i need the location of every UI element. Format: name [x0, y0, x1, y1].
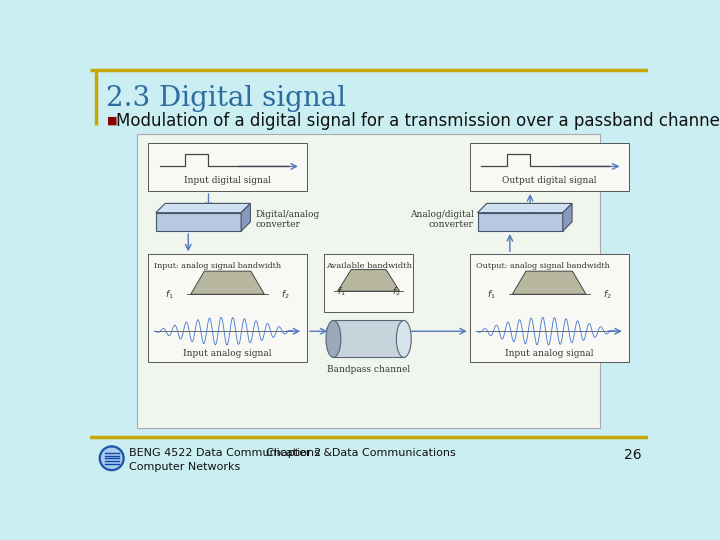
Polygon shape	[477, 204, 572, 213]
Bar	[477, 213, 563, 231]
Ellipse shape	[396, 320, 411, 357]
Bar	[469, 143, 629, 191]
Text: Analog/digital
converter: Analog/digital converter	[410, 210, 474, 230]
Ellipse shape	[326, 320, 341, 357]
Text: Modulation of a digital signal for a transmission over a passband channel: Modulation of a digital signal for a tra…	[117, 112, 720, 130]
Text: Bandpass channel: Bandpass channel	[327, 365, 410, 374]
Bar	[324, 254, 413, 312]
Polygon shape	[156, 204, 251, 213]
Text: Input analog signal: Input analog signal	[184, 349, 272, 358]
Text: Output digital signal: Output digital signal	[502, 176, 596, 185]
Circle shape	[99, 446, 124, 470]
Text: 26: 26	[624, 448, 642, 462]
Bar	[156, 213, 241, 231]
Bar	[148, 254, 307, 362]
Text: ■: ■	[107, 116, 117, 126]
Text: Digital/analog
converter: Digital/analog converter	[255, 210, 320, 230]
Text: Input digital signal: Input digital signal	[184, 176, 271, 185]
Polygon shape	[241, 204, 251, 231]
Text: BENG 4522 Data Communications &
Computer Networks: BENG 4522 Data Communications & Computer…	[129, 448, 332, 472]
Polygon shape	[338, 269, 400, 291]
Bar	[333, 320, 404, 357]
Text: Input: analog signal bandwidth: Input: analog signal bandwidth	[154, 262, 282, 270]
Text: 2.3 Digital signal: 2.3 Digital signal	[106, 85, 346, 112]
Bar	[469, 254, 629, 362]
Text: $f_2$: $f_2$	[603, 288, 611, 301]
Text: $f_2$: $f_2$	[392, 285, 400, 298]
Polygon shape	[513, 271, 586, 294]
Text: Output: analog signal bandwidth: Output: analog signal bandwidth	[476, 262, 610, 270]
Polygon shape	[191, 271, 264, 294]
Text: Chapter 2 : Data Communications: Chapter 2 : Data Communications	[266, 448, 456, 458]
Text: Input analog signal: Input analog signal	[505, 349, 593, 358]
Text: $f_1$: $f_1$	[166, 288, 174, 301]
Bar	[137, 134, 600, 428]
Text: $f_1$: $f_1$	[487, 288, 496, 301]
Polygon shape	[563, 204, 572, 231]
Circle shape	[102, 448, 122, 468]
Text: $f_2$: $f_2$	[281, 288, 289, 301]
Bar	[148, 143, 307, 191]
Text: $f_1$: $f_1$	[337, 285, 346, 298]
Text: Available bandwidth: Available bandwidth	[325, 262, 412, 270]
